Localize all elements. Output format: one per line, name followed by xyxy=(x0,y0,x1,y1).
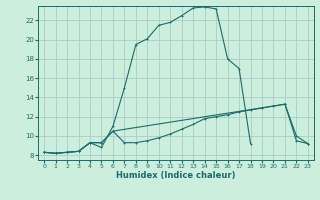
X-axis label: Humidex (Indice chaleur): Humidex (Indice chaleur) xyxy=(116,171,236,180)
